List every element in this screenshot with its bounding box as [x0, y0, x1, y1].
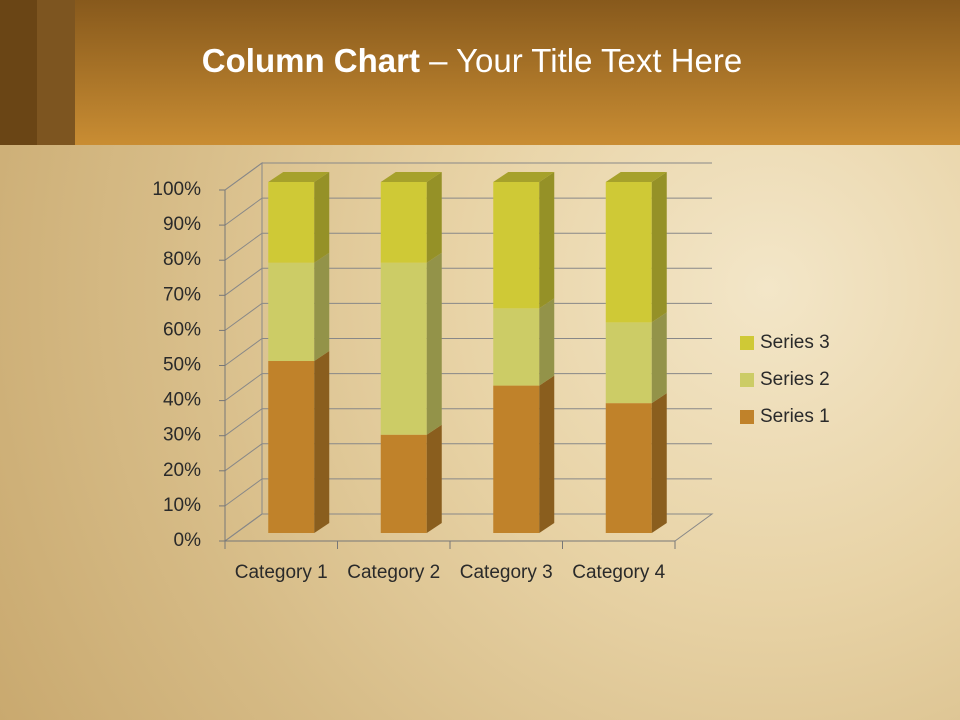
- bar-side: [651, 393, 667, 533]
- bar-side: [314, 351, 330, 533]
- x-tick-label: Category 3: [459, 562, 553, 583]
- bar-side: [426, 252, 442, 435]
- y-tick-label: 60%: [163, 319, 201, 340]
- bar: [380, 262, 427, 435]
- bar: [605, 403, 652, 533]
- y-tick-label: 30%: [163, 425, 201, 446]
- grid-line: [224, 162, 712, 191]
- y-tick-label: 50%: [163, 355, 201, 376]
- x-tick-label: Category 2: [347, 562, 441, 583]
- bar-top: [268, 172, 330, 182]
- header-block: [0, 0, 37, 145]
- legend-label: Series 3: [760, 332, 830, 353]
- bar: [605, 182, 652, 323]
- bar: [268, 361, 315, 533]
- x-tick-label: Category 4: [572, 562, 666, 583]
- grid-line: [224, 443, 712, 472]
- title-bold: Column Chart: [202, 42, 420, 79]
- y-tick-label: 100%: [152, 179, 201, 200]
- bar: [605, 322, 652, 404]
- grid-line: [224, 513, 712, 542]
- bar: [493, 182, 540, 309]
- bar: [380, 182, 427, 263]
- header-block: [37, 0, 75, 145]
- bar-side: [314, 172, 330, 263]
- bar-top: [493, 172, 555, 182]
- bar-side: [426, 172, 442, 263]
- legend-swatch: [740, 410, 754, 424]
- legend-label: Series 1: [760, 406, 830, 427]
- bar: [380, 434, 427, 533]
- y-tick-label: 0%: [174, 530, 202, 551]
- grid-line: [224, 302, 712, 331]
- bar-side: [314, 252, 330, 362]
- bar: [268, 182, 315, 263]
- grid-line: [224, 338, 712, 366]
- y-tick-label: 10%: [163, 495, 201, 516]
- grid-line: [224, 408, 712, 437]
- bar-top: [605, 172, 667, 182]
- bar-side: [539, 298, 555, 386]
- legend-swatch: [740, 373, 754, 387]
- slide-title: Column Chart – Your Title Text Here: [202, 42, 742, 79]
- bar-side: [426, 424, 442, 533]
- legend-label: Series 2: [760, 369, 830, 390]
- y-tick-label: 90%: [163, 214, 201, 235]
- grid-line: [224, 267, 712, 296]
- legend-swatch: [740, 336, 754, 350]
- header-band: [0, 0, 960, 145]
- grid-line: [224, 478, 712, 507]
- y-tick-label: 70%: [163, 284, 201, 305]
- bar: [493, 308, 540, 386]
- y-tick-label: 20%: [163, 460, 201, 481]
- bar-side: [539, 172, 555, 309]
- bar: [268, 262, 315, 362]
- bar-side: [539, 375, 555, 533]
- grid-line: [224, 232, 712, 261]
- grid-line: [224, 197, 712, 226]
- title-rest: – Your Title Text Here: [429, 42, 742, 79]
- bar: [493, 385, 540, 533]
- bar-side: [651, 172, 667, 323]
- bar-top: [380, 172, 442, 182]
- y-tick-label: 40%: [163, 390, 201, 411]
- bar-side: [651, 312, 667, 404]
- y-tick-label: 80%: [163, 249, 201, 270]
- x-tick-label: Category 1: [234, 562, 328, 583]
- grid-line: [224, 373, 712, 402]
